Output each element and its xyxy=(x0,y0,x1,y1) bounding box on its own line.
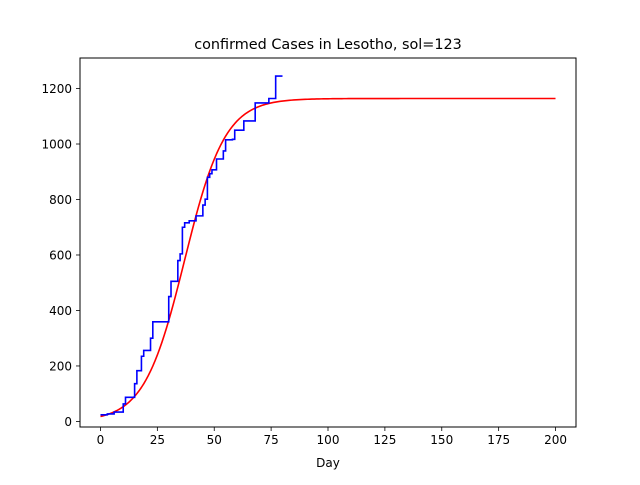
x-tick-label: 75 xyxy=(263,433,278,447)
x-tick-label: 100 xyxy=(317,433,340,447)
x-axis-label: Day xyxy=(316,456,340,470)
plot-data xyxy=(100,75,556,418)
series-line-fit xyxy=(100,97,556,418)
x-tick-label: 50 xyxy=(207,433,222,447)
chart-title: confirmed Cases in Lesotho, sol=123 xyxy=(194,37,462,53)
x-tick-label: 0 xyxy=(97,433,105,447)
y-tick-label: 0 xyxy=(64,415,72,429)
x-tick-label: 175 xyxy=(487,433,510,447)
y-tick-label: 200 xyxy=(49,359,72,373)
series-line-confirmed xyxy=(100,75,283,416)
y-tick-label: 1200 xyxy=(41,82,72,96)
y-tick-label: 600 xyxy=(49,248,72,262)
x-tick-label: 200 xyxy=(544,433,567,447)
y-tick-label: 400 xyxy=(49,304,72,318)
y-tick-label: 800 xyxy=(49,193,72,207)
x-tick-label: 150 xyxy=(430,433,453,447)
y-axis-ticks: 0 200 400 600 800 1000 1200 xyxy=(41,82,80,429)
x-axis-ticks: 0 25 50 75 100 125 150 175 200 xyxy=(97,427,567,447)
x-tick-label: 125 xyxy=(373,433,396,447)
x-tick-label: 25 xyxy=(150,433,165,447)
y-tick-label: 1000 xyxy=(41,137,72,151)
